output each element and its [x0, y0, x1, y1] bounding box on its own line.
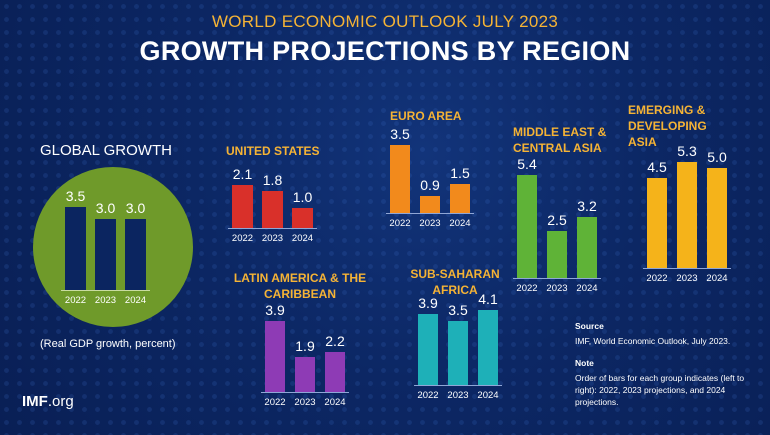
- value-label: 1.0: [292, 188, 313, 205]
- bar-asia-2023: [677, 162, 697, 268]
- bar-global-2022: [65, 207, 86, 290]
- bar-euro-2022: [390, 145, 410, 213]
- value-label: 1.5: [450, 164, 470, 181]
- unit-label: (Real GDP growth, percent): [40, 338, 176, 350]
- bar-ssa-2023: [448, 320, 468, 385]
- bar-latam-2023: [295, 357, 315, 392]
- baseline-global: [61, 290, 150, 291]
- year-label: 2022: [231, 233, 254, 244]
- panel-title-global: GLOBAL GROWTH: [40, 142, 172, 159]
- year-label: 2022: [516, 283, 538, 294]
- imf-logo: IMF.org: [22, 393, 74, 410]
- value-label: 1.8: [262, 172, 283, 189]
- value-label: 3.5: [390, 126, 410, 143]
- supertitle: WORLD ECONOMIC OUTLOOK JULY 2023: [211, 12, 559, 31]
- bar-global-2023: [95, 218, 116, 290]
- bar-euro-2024: [450, 183, 470, 213]
- value-label: 4.1: [478, 290, 498, 307]
- baseline-latam: [261, 392, 349, 393]
- baseline-ssa: [414, 385, 502, 386]
- bar-latam-2024: [325, 351, 345, 392]
- year-label: 2023: [447, 390, 469, 401]
- bar-euro-2023: [420, 195, 440, 213]
- bar-global-2024: [125, 218, 146, 290]
- year-label: 2022: [389, 218, 411, 229]
- year-label: 2023: [261, 233, 284, 244]
- bar-ssa-2022: [418, 313, 438, 385]
- logo-bold: IMF: [22, 393, 48, 410]
- note-text: Order of bars for each group indicates (…: [575, 373, 745, 407]
- bar-mecA-2024: [577, 217, 597, 278]
- bar-us-2024: [292, 207, 313, 228]
- year-label: 2022: [264, 397, 286, 408]
- baseline-euro: [386, 213, 474, 214]
- year-label: 2023: [676, 273, 698, 284]
- year-label: 2024: [124, 295, 147, 306]
- panel-title-latam: LATIN AMERICA & THE CARIBBEAN: [233, 271, 367, 301]
- value-label: 5.3: [677, 143, 697, 159]
- value-label: 3.5: [448, 301, 468, 318]
- value-label: 2.1: [232, 165, 253, 182]
- year-label: 2022: [646, 273, 668, 284]
- value-label: 3.2: [577, 198, 597, 215]
- bar-ssa-2024: [478, 309, 498, 385]
- value-label: 3.5: [65, 188, 86, 205]
- logo-rest: .org: [47, 393, 74, 410]
- year-label: 2023: [546, 283, 568, 294]
- year-label: 2024: [324, 397, 346, 408]
- value-label: 5.0: [707, 149, 727, 165]
- panel-title-asia: EMERGING & DEVELOPING ASIA: [628, 103, 707, 149]
- year-label: 2023: [94, 295, 117, 306]
- year-label: 2024: [706, 273, 728, 284]
- bar-asia-2024: [707, 168, 727, 268]
- value-label: 3.0: [95, 199, 116, 216]
- panel-title-mecA: MIDDLE EAST & CENTRAL ASIA: [513, 125, 607, 155]
- bar-us-2022: [232, 184, 253, 228]
- value-label: 4.5: [647, 159, 667, 175]
- value-label: 1.9: [295, 338, 315, 355]
- value-label: 3.9: [265, 302, 285, 319]
- value-label: 3.9: [418, 294, 438, 311]
- source-heading: Source: [575, 321, 604, 331]
- year-label: 2022: [64, 295, 87, 306]
- bar-mecA-2022: [517, 175, 537, 278]
- value-label: 3.0: [125, 199, 146, 216]
- value-label: 2.2: [325, 332, 345, 349]
- year-label: 2022: [417, 390, 439, 401]
- source-text: IMF, World Economic Outlook, July 2023.: [575, 336, 731, 346]
- year-label: 2024: [576, 283, 598, 294]
- bar-mecA-2023: [547, 230, 567, 278]
- year-label: 2023: [294, 397, 316, 408]
- baseline-us: [228, 228, 317, 229]
- baseline-mecA: [513, 278, 601, 279]
- value-label: 2.5: [547, 211, 567, 228]
- value-label: 5.4: [517, 156, 537, 173]
- panel-title-us: UNITED STATES: [226, 144, 320, 158]
- panel-title-ssa: SUB-SAHARAN AFRICA: [410, 267, 500, 297]
- year-label: 2023: [419, 218, 441, 229]
- value-label: 0.9: [420, 176, 440, 193]
- page-title: GROWTH PROJECTIONS BY REGION: [139, 36, 631, 66]
- bar-latam-2022: [265, 321, 285, 392]
- year-label: 2024: [477, 390, 499, 401]
- bar-asia-2022: [647, 178, 667, 268]
- bar-us-2023: [262, 191, 283, 228]
- baseline-asia: [643, 268, 731, 269]
- year-label: 2024: [291, 233, 314, 244]
- note-heading: Note: [575, 358, 594, 368]
- panel-title-euro: EURO AREA: [390, 109, 462, 123]
- source-block: Source IMF, World Economic Outlook, July…: [575, 320, 765, 408]
- year-label: 2024: [449, 218, 471, 229]
